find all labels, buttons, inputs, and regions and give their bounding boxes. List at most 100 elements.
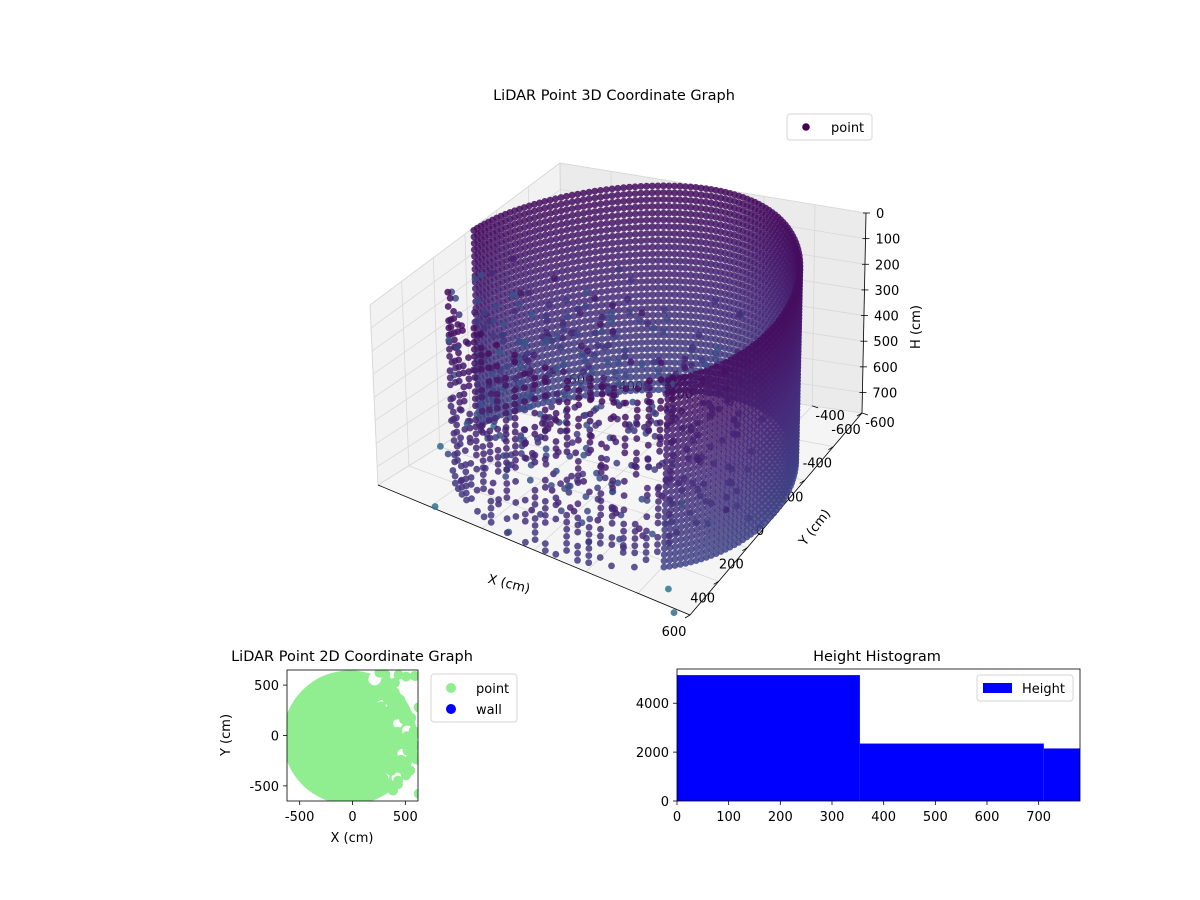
scatter-point-3d xyxy=(458,491,466,498)
scatter-point-3d xyxy=(590,351,598,359)
scatter-point-3d xyxy=(560,368,567,375)
scatter-point-3d xyxy=(592,262,599,269)
scatter-point-3d xyxy=(531,458,539,466)
scatter-point-3d xyxy=(444,288,452,296)
scatter-point-3d xyxy=(572,449,580,457)
scatter-point-3d xyxy=(448,358,456,366)
scatter-point-3d xyxy=(663,451,670,459)
scatter-point-3d xyxy=(552,501,560,509)
scatter-point-3d xyxy=(521,426,529,434)
scatter-point-3d xyxy=(621,352,629,360)
scatter-point-3d xyxy=(494,468,502,475)
scatter-point-3d xyxy=(645,413,653,420)
scatter-point-3d xyxy=(597,268,605,275)
scatter-point-3d xyxy=(457,434,464,442)
scatter-point-3d xyxy=(470,324,478,332)
scatter-point-3d xyxy=(541,413,549,421)
scatter-point-3d xyxy=(664,408,671,415)
scatter-point-3d xyxy=(563,420,571,427)
scatter-point-3d xyxy=(631,549,639,557)
scatter-point-3d xyxy=(638,361,646,369)
scatter-point-3d xyxy=(597,193,604,201)
scatter-point-3d xyxy=(565,488,573,496)
scatter-point-3d xyxy=(636,317,643,324)
x-tick-label-histogram: 200 xyxy=(768,810,793,825)
scatter-point-3d xyxy=(633,413,641,421)
scatter-point-3d xyxy=(586,439,594,446)
scatter-point-3d xyxy=(447,330,455,338)
scatter-point-3d xyxy=(548,482,555,489)
scatter-point-3d xyxy=(560,360,567,368)
scatter-point-2d xyxy=(393,775,404,786)
scatter-point-3d xyxy=(656,447,663,455)
scatter-point-3d xyxy=(592,405,600,412)
scatter-point-3d xyxy=(616,265,623,273)
scatter-point-3d xyxy=(479,422,486,429)
scatter-point-3d xyxy=(580,257,588,264)
scatter-point-3d xyxy=(521,510,529,518)
scatter-point-3d xyxy=(591,329,599,337)
scatter-point-3d xyxy=(485,378,493,386)
scatter-point-3d xyxy=(597,214,605,221)
scatter-point-3d xyxy=(521,384,528,392)
scatter-point-3d xyxy=(457,462,465,470)
scatter-point-3d xyxy=(600,374,608,382)
scatter-point-3d xyxy=(581,356,589,364)
scatter-point-3d xyxy=(493,376,501,384)
scatter-point-3d xyxy=(472,285,479,293)
scatter-point-3d xyxy=(487,518,495,526)
scatter-point-3d xyxy=(541,476,549,484)
scatter-point-3d xyxy=(446,294,454,302)
y-axis-label-3d: Y (cm) xyxy=(796,507,834,550)
scatter-point-3d xyxy=(676,375,683,382)
scatter-point-3d xyxy=(542,445,550,453)
scatter-point-3d xyxy=(664,389,672,397)
scatter-point-3d xyxy=(574,556,581,564)
scatter-point-3d xyxy=(587,375,594,382)
scatter-point-3d xyxy=(566,504,574,511)
scatter-point-2d xyxy=(392,726,403,737)
scatter-point-3d xyxy=(450,415,457,423)
scatter-point-3d xyxy=(474,297,482,304)
scatter-point-3d xyxy=(526,403,534,411)
scatter-point-3d xyxy=(521,338,529,346)
scatter-point-2d xyxy=(413,788,418,799)
scatter-point-3d xyxy=(477,344,485,352)
scatter-point-3d xyxy=(585,188,593,196)
scatter-point-3d xyxy=(470,346,478,353)
scatter-point-3d xyxy=(651,358,658,366)
scatter-point-3d xyxy=(633,406,641,414)
x-tick-label-3d: 600 xyxy=(662,625,687,640)
scatter-point-3d xyxy=(634,385,642,392)
scatter-point-3d xyxy=(592,422,600,429)
scatter-point-3d xyxy=(509,255,517,263)
scatter-point-3d xyxy=(627,358,635,366)
scatter-point-3d xyxy=(675,400,683,407)
scatter-point-3d xyxy=(661,538,668,546)
scatter-point-3d xyxy=(485,364,493,372)
scatter-point-3d xyxy=(471,318,479,326)
chart-2d: LiDAR Point 2D Coordinate Graph -500 0 500… xyxy=(219,649,518,846)
z-tick-label-3d: 500 xyxy=(873,335,898,350)
scatter-point-3d xyxy=(586,410,594,418)
scatter-point-3d xyxy=(644,484,651,492)
scatter-point-2d xyxy=(388,785,399,796)
scatter-point-3d xyxy=(661,501,669,509)
scatter-point-3d xyxy=(608,199,616,206)
scatter-point-3d xyxy=(512,464,519,471)
scatter-point-3d xyxy=(485,417,493,424)
scatter-point-3d xyxy=(597,504,605,512)
scatter-point-3d xyxy=(592,248,599,256)
scatter-point-3d xyxy=(481,309,488,316)
z-tick-label-3d: 100 xyxy=(875,233,900,248)
scatter-point-3d xyxy=(575,401,583,409)
scatter-point-3d xyxy=(609,246,616,254)
scatter-point-3d xyxy=(592,309,600,317)
scatter-point-2d xyxy=(405,734,416,745)
scatter-point-3d xyxy=(523,350,531,357)
scatter-point-3d xyxy=(574,528,582,536)
scatter-point-3d xyxy=(563,511,571,519)
scatter-point-3d xyxy=(643,513,651,521)
scatter-point-3d xyxy=(586,417,594,425)
scatter-point-3d xyxy=(585,208,593,216)
